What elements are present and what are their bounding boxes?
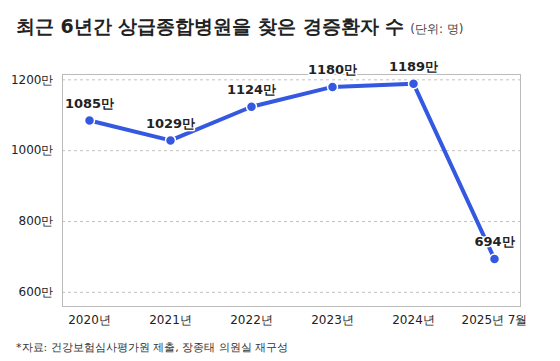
svg-text:2020년: 2020년 [68,313,111,327]
svg-text:2023년: 2023년 [311,313,354,327]
svg-text:1180만: 1180만 [308,62,357,77]
svg-text:694만: 694만 [474,234,514,249]
svg-text:1189만: 1189만 [389,59,438,74]
svg-text:2022년: 2022년 [230,313,273,327]
svg-text:1085만: 1085만 [65,96,114,111]
svg-text:1124만: 1124만 [227,82,276,97]
svg-text:1000만: 1000만 [11,143,54,157]
svg-text:800만: 800만 [19,214,54,228]
svg-text:2024년: 2024년 [392,313,435,327]
svg-text:1029만: 1029만 [146,116,195,131]
svg-text:1200만: 1200만 [11,73,54,87]
svg-text:2025년 7월: 2025년 7월 [462,313,528,327]
html-text:최근 6년간 상급종합병원을 찾은 경증환자 수 (단위:: 최근 6년간 상급종합병원을 찾은 경증환자 수 (단위: 명) [16,15,464,37]
svg-text:600만: 600만 [19,285,54,299]
html-text:*자료: 건강보험심사평가원 제출, 장종태 의원실 재구성: *자료: 건강보험심사평가원 제출, 장종태 의원실 재구성 [16,341,289,354]
svg-text:2021년: 2021년 [149,313,192,327]
